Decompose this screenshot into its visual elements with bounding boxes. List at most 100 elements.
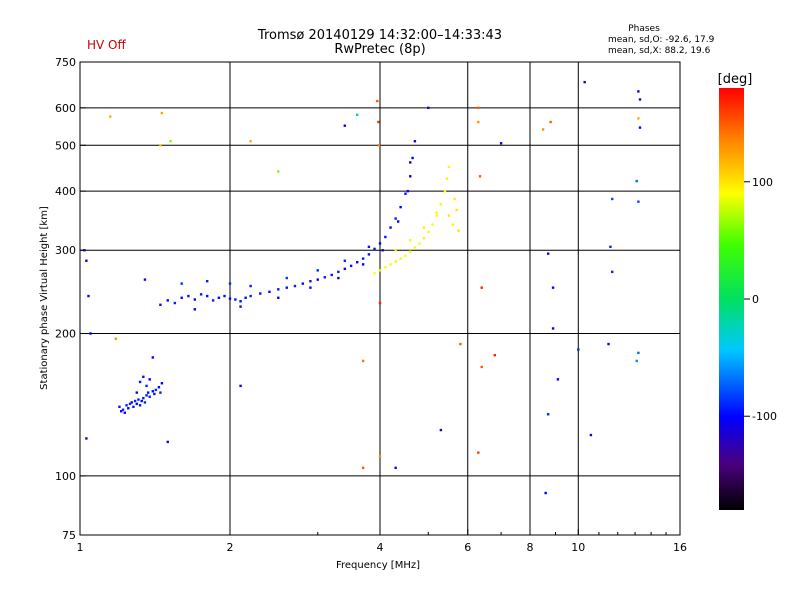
x-tick-label: 2	[227, 541, 234, 554]
data-point	[607, 342, 610, 346]
data-point	[293, 284, 297, 288]
data-point	[143, 278, 147, 281]
data-point	[118, 405, 121, 408]
data-point	[159, 391, 162, 394]
data-point	[361, 466, 365, 470]
data-point	[109, 115, 112, 118]
data-point	[143, 401, 147, 404]
data-point	[145, 394, 148, 397]
data-point	[140, 399, 143, 403]
data-point	[611, 197, 614, 201]
data-point	[199, 293, 203, 296]
data-point	[121, 408, 125, 411]
data-point	[478, 175, 482, 178]
data-point	[399, 257, 402, 260]
data-point	[611, 270, 614, 274]
data-point	[361, 263, 365, 266]
data-point	[394, 217, 397, 220]
data-point	[361, 359, 365, 363]
data-point	[396, 220, 400, 223]
data-point	[125, 404, 128, 407]
data-point	[239, 305, 242, 308]
data-point	[399, 205, 402, 209]
data-point	[166, 440, 169, 444]
colorbar-label: [deg]	[718, 72, 753, 87]
data-point	[160, 111, 164, 115]
x-tick-label: 1	[77, 541, 84, 554]
data-point	[384, 235, 387, 239]
data-point	[373, 247, 376, 251]
tick-layer: 1 2 4 6 8 10 16 75 100 200 300 400 500 600 750	[55, 56, 687, 554]
data-point	[133, 399, 137, 403]
data-point	[138, 380, 142, 384]
data-point	[637, 200, 640, 203]
data-point	[285, 276, 288, 280]
data-point	[277, 296, 280, 299]
data-point	[337, 270, 340, 274]
data-point	[123, 411, 126, 414]
data-point	[583, 80, 586, 84]
data-point	[549, 120, 552, 124]
data-point	[638, 126, 642, 129]
data-point	[249, 140, 252, 143]
data-point	[160, 382, 164, 385]
data-point	[459, 342, 462, 346]
data-point	[148, 395, 151, 398]
data-point	[169, 140, 172, 143]
data-point	[83, 249, 86, 252]
x-tick-label: 6	[464, 541, 471, 554]
data-point	[239, 300, 242, 303]
data-point	[223, 294, 226, 298]
data-point	[316, 278, 319, 281]
data-point	[137, 398, 140, 401]
phase-stats-x: mean, sd,X: 88.2, 19.6	[608, 46, 711, 56]
phase-stats-o: mean, sd,O: -92.6, 17.9	[608, 35, 715, 45]
data-point	[128, 402, 132, 406]
data-point	[151, 356, 155, 359]
data-point	[217, 296, 221, 299]
data-point	[589, 433, 593, 437]
data-point	[546, 252, 550, 255]
data-point	[577, 348, 580, 351]
colorbar-ticks: 100 0 -100	[744, 176, 777, 423]
data-point	[316, 269, 319, 272]
data-point	[228, 282, 232, 285]
data-point	[378, 269, 382, 272]
data-point	[244, 296, 247, 299]
data-point	[609, 245, 612, 249]
data-point	[159, 144, 162, 147]
data-point	[556, 378, 560, 381]
data-point	[435, 211, 438, 214]
data-point	[205, 294, 209, 298]
data-point	[249, 294, 252, 298]
chart-subtitle: RwPretec (8p)	[334, 42, 425, 57]
data-point	[499, 142, 503, 145]
data-point	[87, 294, 90, 298]
colorbar-tick-label: 100	[752, 176, 773, 189]
data-point	[85, 437, 88, 440]
data-point	[309, 286, 312, 289]
data-point	[443, 189, 447, 193]
data-point	[309, 280, 312, 283]
data-point	[394, 249, 397, 252]
data-point	[166, 299, 169, 302]
data-point	[637, 117, 640, 120]
data-point	[130, 401, 133, 404]
data-point	[447, 165, 451, 169]
data-point	[409, 239, 412, 242]
data-point	[637, 90, 640, 93]
data-point	[193, 298, 197, 301]
data-point	[378, 301, 382, 305]
data-point	[337, 276, 340, 280]
data-point	[477, 120, 480, 124]
data-point	[546, 413, 550, 416]
data-point	[635, 179, 638, 183]
data-point	[551, 327, 555, 330]
data-point	[159, 303, 162, 307]
data-point	[493, 353, 497, 357]
data-point	[378, 242, 382, 245]
data-point	[367, 253, 371, 256]
data-point	[384, 266, 387, 269]
data-point	[138, 404, 142, 407]
